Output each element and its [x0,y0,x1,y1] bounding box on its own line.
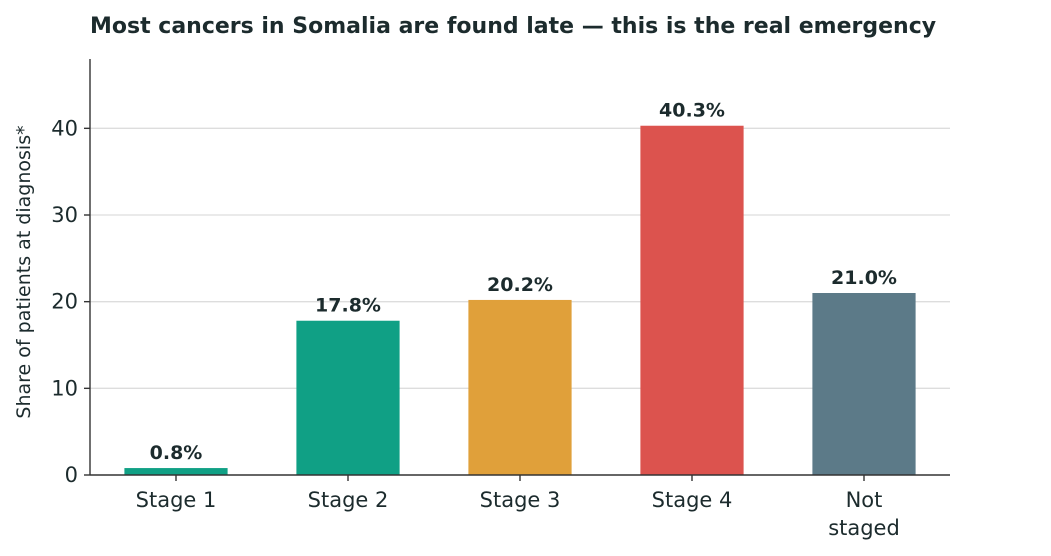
x-axis-ticks: Stage 1 Stage 2 Stage 3 Stage 4 Not staged [136,475,900,540]
bar [468,299,572,475]
x-tick-label: Stage 4 [652,488,733,512]
x-tick-label: Not [846,488,883,512]
x-tick-label: Stage 3 [480,488,561,512]
y-tick-label: 40 [51,116,78,140]
y-axis-label: Share of patients at diagnosis* [13,125,35,418]
y-axis-ticks: 0 10 20 30 40 [51,116,90,487]
bar [124,468,228,475]
bars [124,125,916,475]
bar [640,125,744,475]
y-tick-label: 30 [51,203,78,227]
data-label: 21.0% [831,267,897,289]
x-tick-label: Stage 1 [136,488,217,512]
y-tick-label: 10 [51,376,78,400]
y-tick-label: 0 [65,463,78,487]
data-label: 17.8% [315,295,381,317]
data-label: 20.2% [487,274,553,296]
bar [296,320,400,475]
chart-title: Most cancers in Somalia are found late —… [90,14,936,39]
data-labels: 0.8% 17.8% 20.2% 40.3% 21.0% [150,100,897,464]
data-label: 0.8% [150,442,203,464]
bar [812,293,916,475]
x-tick-label: Stage 2 [308,488,389,512]
x-tick-label: staged [828,516,900,540]
y-tick-label: 20 [51,290,78,314]
data-label: 40.3% [659,100,725,122]
